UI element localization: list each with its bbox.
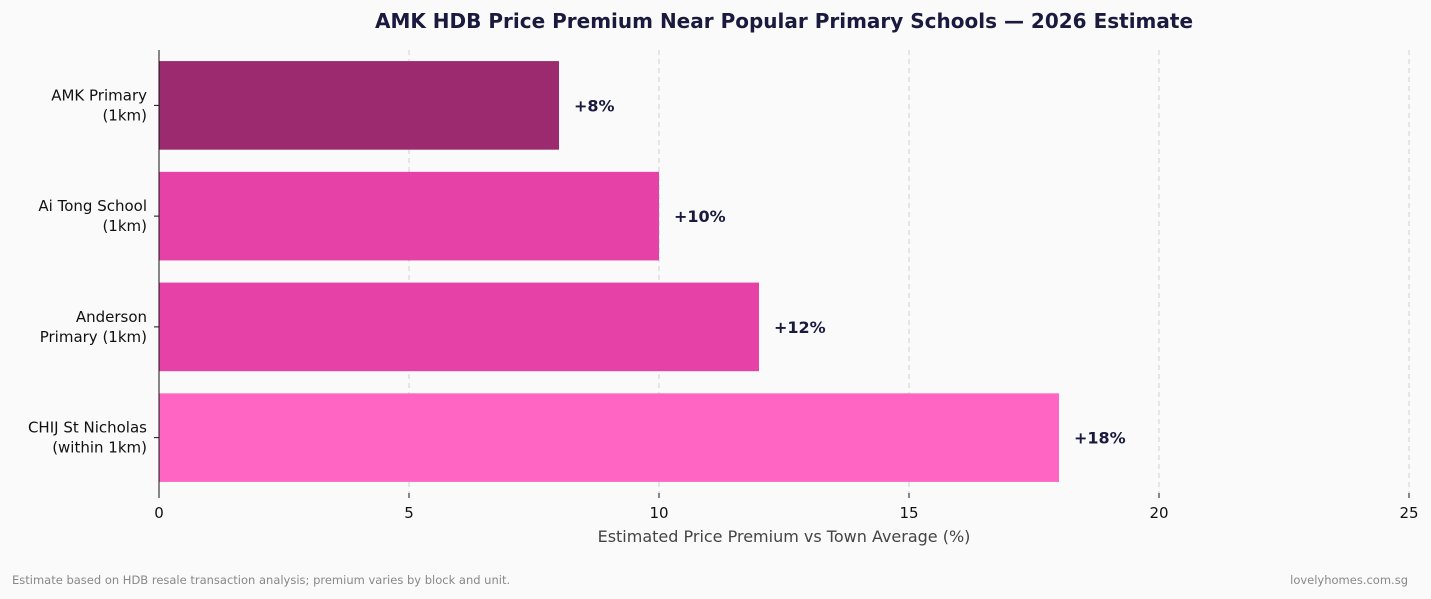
- bar-2: [159, 282, 759, 372]
- x-tick-label-2: 10: [649, 504, 668, 522]
- x-tick-label-5: 25: [1399, 504, 1418, 522]
- bar-0: [159, 61, 559, 150]
- y-category-label-2-1: Primary (1km): [40, 328, 147, 346]
- data-label-3: +18%: [1074, 429, 1126, 448]
- x-axis-label: Estimated Price Premium vs Town Average …: [598, 527, 971, 546]
- y-category-labels: AMK Primary (1km) Ai Tong School (1km) Ander…: [28, 86, 159, 457]
- bars: +8% +10% +12% +18%: [159, 61, 1126, 482]
- y-category-label-3-1: (within 1km): [52, 439, 147, 457]
- data-label-0: +8%: [574, 96, 615, 115]
- y-category-label-1-0: Ai Tong School: [38, 197, 147, 215]
- x-tick-labels: 0 5 10 15 20 25: [154, 493, 1419, 522]
- source-credit: lovelyhomes.com.sg: [1290, 573, 1408, 587]
- bar-1: [159, 171, 659, 261]
- y-category-label-0-1: (1km): [102, 106, 147, 124]
- data-label-2: +12%: [774, 318, 826, 337]
- chart-title: AMK HDB Price Premium Near Popular Prima…: [375, 9, 1193, 33]
- data-label-1: +10%: [674, 207, 726, 226]
- footnote: Estimate based on HDB resale transaction…: [12, 573, 510, 587]
- y-category-label-3-0: CHIJ St Nicholas: [28, 419, 147, 437]
- bar-3: [159, 393, 1059, 482]
- y-category-label-0-0: AMK Primary: [51, 86, 147, 104]
- x-tick-label-3: 15: [899, 504, 918, 522]
- x-tick-label-1: 5: [404, 504, 414, 522]
- y-category-label-1-1: (1km): [102, 217, 147, 235]
- x-tick-label-0: 0: [154, 504, 164, 522]
- y-category-label-2-0: Anderson: [76, 308, 147, 326]
- x-tick-label-4: 20: [1149, 504, 1168, 522]
